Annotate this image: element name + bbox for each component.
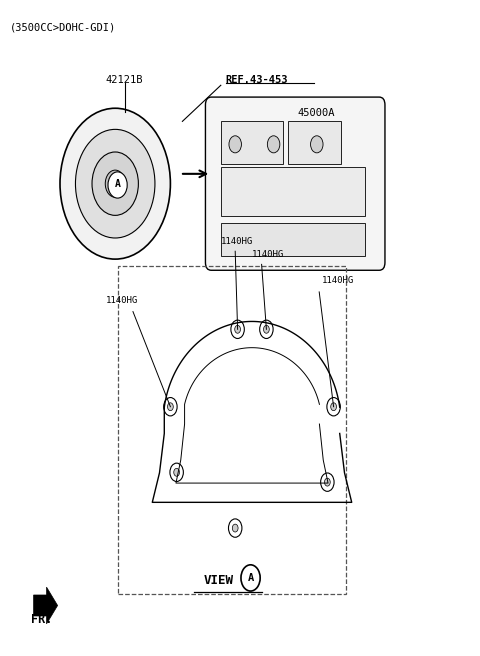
Text: 1140HG: 1140HG	[322, 276, 354, 285]
Circle shape	[168, 403, 173, 411]
Circle shape	[231, 320, 244, 338]
FancyBboxPatch shape	[205, 97, 385, 270]
Text: 1140HG: 1140HG	[221, 237, 253, 246]
Circle shape	[164, 398, 177, 416]
Bar	[221, 223, 365, 256]
Circle shape	[60, 108, 170, 259]
Circle shape	[235, 325, 240, 333]
Bar	[118, 266, 346, 594]
Circle shape	[108, 172, 127, 198]
Bar	[221, 121, 283, 164]
Bar	[221, 167, 365, 216]
Circle shape	[321, 473, 334, 491]
Circle shape	[170, 463, 183, 482]
Text: REF.43-453: REF.43-453	[226, 75, 288, 85]
Circle shape	[120, 118, 130, 131]
Text: 1140HG: 1140HG	[252, 250, 284, 259]
Circle shape	[92, 152, 138, 215]
Circle shape	[174, 468, 180, 476]
Text: 42121B: 42121B	[106, 75, 143, 85]
Circle shape	[327, 398, 340, 416]
Circle shape	[324, 478, 330, 486]
Circle shape	[267, 136, 280, 153]
Circle shape	[114, 110, 135, 139]
Circle shape	[331, 403, 336, 411]
Text: FR.: FR.	[31, 613, 53, 626]
Circle shape	[228, 519, 242, 537]
Circle shape	[232, 524, 238, 532]
Circle shape	[260, 320, 273, 338]
Text: A: A	[247, 573, 254, 583]
Bar	[288, 121, 341, 164]
Text: (3500CC>DOHC-GDI): (3500CC>DOHC-GDI)	[10, 23, 116, 33]
Circle shape	[311, 136, 323, 153]
Text: VIEW: VIEW	[204, 574, 233, 587]
Polygon shape	[34, 587, 58, 624]
Circle shape	[264, 325, 269, 333]
Text: A: A	[115, 179, 120, 190]
Circle shape	[105, 170, 125, 197]
Text: 1140HG: 1140HG	[106, 296, 138, 305]
Text: 45000A: 45000A	[298, 108, 335, 118]
Circle shape	[75, 129, 155, 238]
Circle shape	[229, 136, 241, 153]
